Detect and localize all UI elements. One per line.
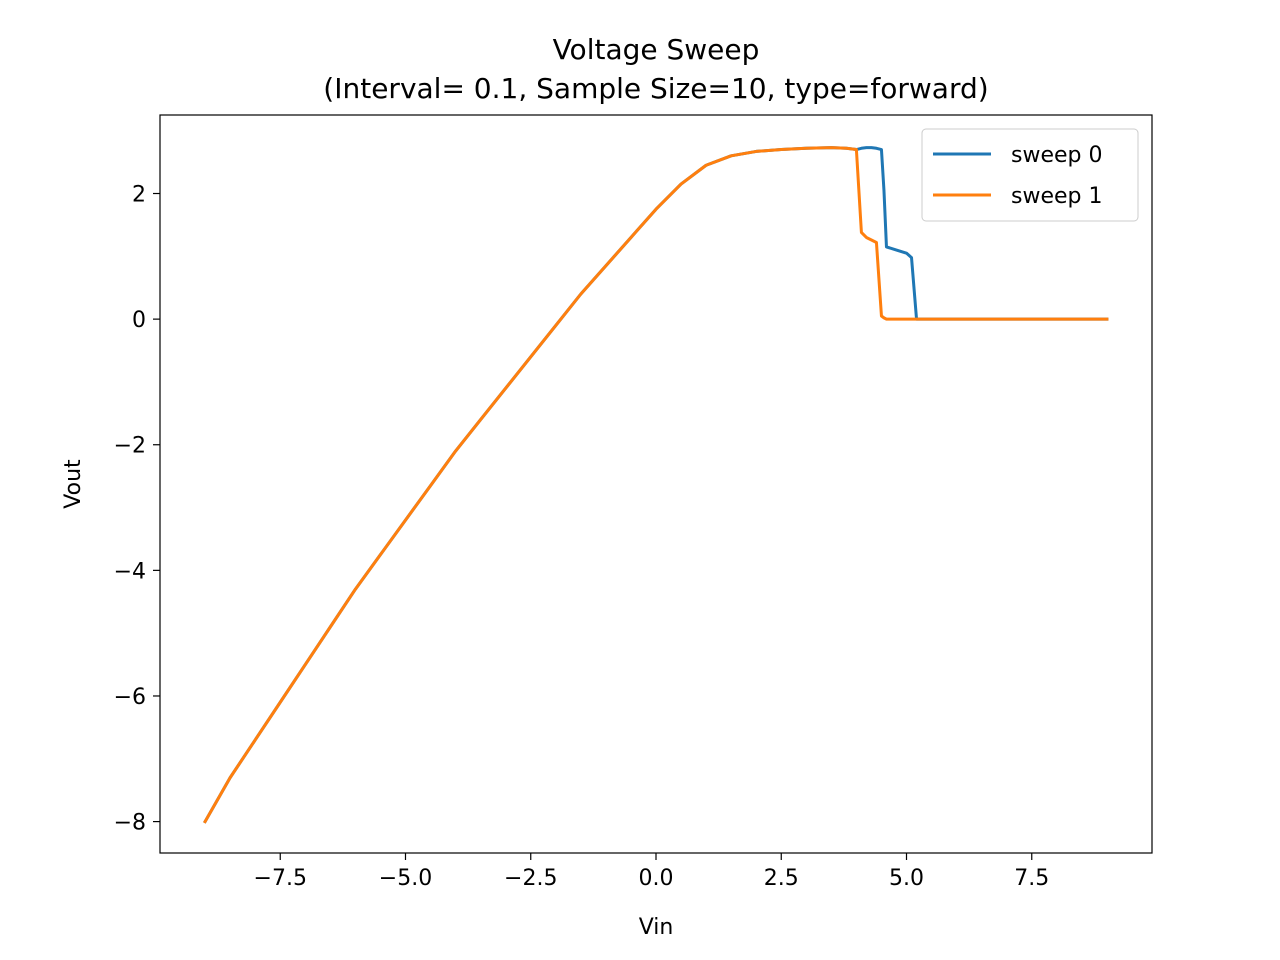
legend-box: [921, 128, 1139, 222]
x-tick-label: −7.5: [254, 866, 307, 891]
plot-area: [159, 114, 1153, 854]
x-tick-label: −2.5: [504, 866, 557, 891]
x-axis-label: Vin: [639, 915, 674, 940]
series-layer: [203, 146, 1109, 824]
x-axis: −7.5 −5.0 −2.5 0.0 2.5 5.0 7.5: [254, 853, 1049, 891]
y-axis-label: Vout: [61, 459, 86, 509]
chart-subtitle: (Interval= 0.1, Sample Size=10, type=for…: [323, 72, 988, 105]
series-line-sweep-1: [203, 146, 1109, 824]
y-axis: 2 0 −2 −4 −6 −8: [114, 183, 160, 836]
y-tick-label: −6: [114, 685, 146, 710]
legend-label: sweep 0: [1011, 143, 1102, 168]
y-tick-label: −8: [114, 811, 146, 836]
legend: sweep 0 sweep 1: [921, 128, 1139, 222]
chart-title: Voltage Sweep: [553, 33, 760, 66]
x-tick-label: 2.5: [764, 866, 799, 891]
x-tick-label: 5.0: [889, 866, 924, 891]
y-tick-label: −4: [114, 559, 146, 584]
y-tick-label: 2: [132, 183, 146, 208]
x-tick-label: 0.0: [639, 866, 674, 891]
plot-background: [160, 115, 1152, 853]
x-tick-label: −5.0: [379, 866, 432, 891]
y-tick-label: 0: [132, 308, 146, 333]
x-tick-label: 7.5: [1014, 866, 1049, 891]
legend-label: sweep 1: [1011, 184, 1102, 209]
y-tick-label: −2: [114, 434, 146, 459]
